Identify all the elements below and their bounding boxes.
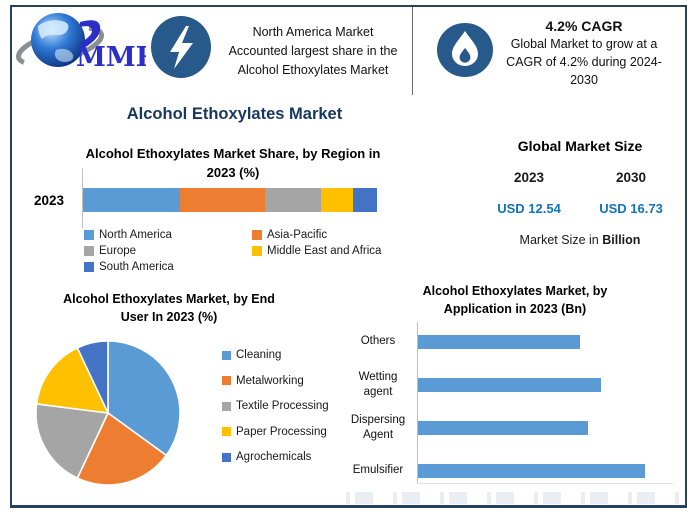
legend-swatch xyxy=(252,230,262,240)
legend-item-south-america: South America xyxy=(84,261,252,273)
flame-icon xyxy=(436,22,494,83)
watermark-strip xyxy=(346,492,680,504)
market-size-note: Market Size in Billion xyxy=(478,233,682,247)
highlight-line-2: Accounted largest share in the xyxy=(228,43,398,58)
market-size-title: Global Market Size xyxy=(517,138,643,154)
application-baseline xyxy=(417,483,673,484)
bar-area xyxy=(411,463,677,478)
application-row-wetting-agent: Wetting agent xyxy=(345,363,677,406)
pie-slice-textile-processing xyxy=(35,403,110,480)
header-divider xyxy=(412,7,413,95)
application-row-dispersing-agent: Dispersing Agent xyxy=(345,406,677,449)
legend-item-middle-east-and-africa: Middle East and Africa xyxy=(252,245,390,257)
legend-label: Asia-Pacific xyxy=(267,229,328,241)
market-size-value-2023: USD 12.54 xyxy=(497,201,561,216)
legend-swatch xyxy=(84,230,94,240)
market-size-note-prefix: Market Size in xyxy=(519,233,599,247)
legend-item-agrochemicals: Agrochemicals xyxy=(222,451,329,463)
bar-segment-asia-pacific xyxy=(180,188,266,212)
pie-slice-agrochemicals xyxy=(76,340,109,414)
legend-item-asia-pacific: Asia-Pacific xyxy=(252,229,390,241)
application-row-emulsifier: Emulsifier xyxy=(345,449,677,492)
legend-label: Cleaning xyxy=(236,349,282,361)
bar-segment-middle-east-and-africa xyxy=(321,188,354,212)
header-highlight-text: North America Market Accounted largest s… xyxy=(214,23,412,79)
category-label: Emulsifier xyxy=(352,464,404,477)
highlight-line-3: Alcohol Ethoxylates Market xyxy=(237,62,389,77)
globe-icon: MMR xyxy=(15,13,159,73)
region-legend: North America Asia-Pacific Europe Middle Ea… xyxy=(84,229,390,273)
bar-emulsifier xyxy=(418,463,645,478)
bar-area xyxy=(411,377,677,392)
cagr-line-1: Global Market to grow at a xyxy=(510,37,658,51)
legend-swatch xyxy=(222,427,231,436)
legend-label: Metalworking xyxy=(236,374,304,387)
page-title: Alcohol Ethoxylates Market xyxy=(126,105,343,123)
market-size-years: 2023 2030 xyxy=(478,170,682,185)
lightning-icon xyxy=(150,15,212,84)
legend-label: Middle East and Africa xyxy=(267,245,382,257)
end-user-legend: Cleaning Metalworking Textile Processing Pa… xyxy=(222,349,329,463)
legend-item-cleaning: Cleaning xyxy=(222,349,329,361)
bar-others xyxy=(418,334,580,349)
legend-swatch xyxy=(252,246,262,256)
cagr-line-2: CAGR of 4.2% during 2024- xyxy=(506,54,662,69)
pie-slice-paper-processing xyxy=(35,346,110,414)
market-size-note-unit: Billion xyxy=(602,233,641,247)
highlight-line-1: North America Market xyxy=(252,25,374,39)
market-size-values: USD 12.54 USD 16.73 xyxy=(478,201,682,216)
market-size-year-2030: 2030 xyxy=(615,170,647,185)
region-y-axis xyxy=(82,168,83,228)
legend-item-textile-processing: Textile Processing xyxy=(222,400,329,412)
cagr-block: 4.2% CAGR Global Market to grow at a CAG… xyxy=(478,18,690,89)
end-user-pie xyxy=(35,340,181,486)
application-y-axis xyxy=(417,322,418,484)
bar-dispersing-agent xyxy=(418,420,588,435)
cagr-line-3: 2030 xyxy=(570,72,598,87)
legend-label: Paper Processing xyxy=(236,425,327,438)
legend-item-paper-processing: Paper Processing xyxy=(222,426,329,438)
legend-swatch xyxy=(84,262,94,272)
bar-segment-europe xyxy=(265,188,322,212)
application-chart-title: Alcohol Ethoxylates Market, by Applicati… xyxy=(422,284,608,317)
market-size-year-2023: 2023 xyxy=(513,170,545,185)
legend-swatch xyxy=(222,452,231,462)
legend-label: North America xyxy=(99,229,172,241)
legend-item-north-america: North America xyxy=(84,229,252,241)
legend-item-metalworking: Metalworking xyxy=(222,375,329,387)
logo-text: MMR xyxy=(76,42,146,73)
mmr-logo: MMR xyxy=(15,8,159,76)
legend-swatch xyxy=(222,350,231,360)
cagr-title: 4.2% CAGR xyxy=(545,18,623,34)
cagr-description: Global Market to grow at a CAGR of 4.2% … xyxy=(478,36,690,89)
end-user-chart-title: Alcohol Ethoxylates Market, by End User … xyxy=(63,292,275,325)
legend-swatch xyxy=(222,376,231,385)
category-label: Wetting agent xyxy=(358,370,398,398)
category-label: Dispersing Agent xyxy=(350,413,406,441)
application-row-others: Others xyxy=(345,320,677,363)
legend-item-europe: Europe xyxy=(84,245,252,257)
legend-label: South America xyxy=(99,261,174,273)
bar-segment-south-america xyxy=(353,188,377,212)
pie-slice-cleaning xyxy=(107,340,181,457)
bar-area xyxy=(411,334,677,349)
bar-area xyxy=(411,420,677,435)
application-rows: Others Wetting agent Dispersing Agent Emuls… xyxy=(345,320,677,492)
market-size-value-2030: USD 16.73 xyxy=(599,201,663,216)
region-stacked-bar xyxy=(83,188,377,212)
legend-label: Europe xyxy=(99,245,137,257)
legend-swatch xyxy=(84,246,94,256)
category-label: Others xyxy=(360,335,396,348)
bar-segment-north-america xyxy=(83,188,181,212)
legend-label: Textile Processing xyxy=(236,400,329,412)
region-chart-title: Alcohol Ethoxylates Market Share, by Reg… xyxy=(85,146,381,180)
legend-label: Agrochemicals xyxy=(236,451,312,463)
bar-wetting-agent xyxy=(418,377,602,392)
legend-swatch xyxy=(222,401,231,411)
application-plot: Others Wetting agent Dispersing Agent Emuls… xyxy=(345,320,677,492)
region-axis-label: 2023 xyxy=(33,193,65,208)
